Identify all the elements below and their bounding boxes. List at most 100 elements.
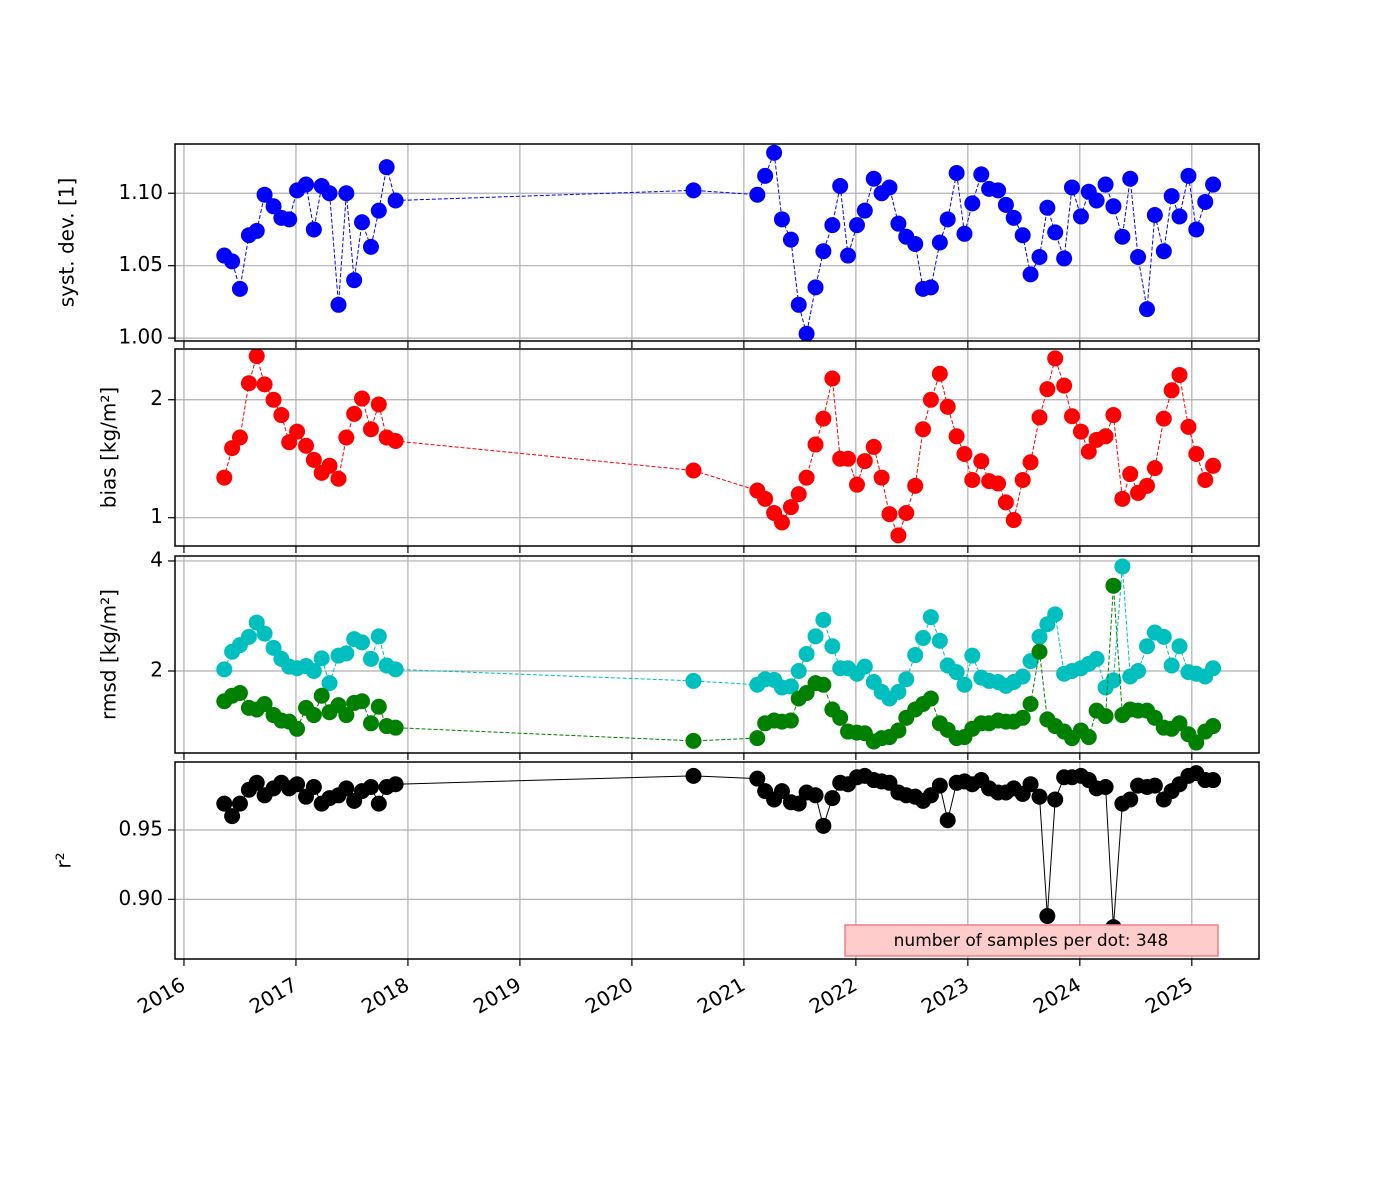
data-point	[890, 683, 907, 700]
data-point	[256, 625, 273, 642]
data-point	[289, 720, 306, 737]
data-point	[1039, 907, 1056, 924]
x-tick-label: 2022	[805, 972, 861, 1018]
data-point	[922, 391, 939, 408]
y-tick-label: 0.95	[118, 816, 163, 840]
data-point	[231, 795, 248, 812]
data-point	[749, 770, 766, 787]
data-point	[824, 217, 841, 234]
data-point	[256, 186, 273, 203]
data-point	[362, 715, 379, 732]
series-line	[223, 772, 1214, 928]
data-point	[881, 179, 898, 196]
data-point	[1014, 471, 1031, 488]
data-point	[865, 170, 882, 187]
data-point	[346, 272, 363, 289]
data-point	[305, 221, 322, 238]
x-tick-label: 2023	[917, 972, 973, 1018]
data-point	[370, 698, 387, 715]
data-point	[1188, 734, 1205, 751]
data-point	[757, 490, 774, 507]
data-point	[338, 707, 355, 724]
data-point	[231, 685, 248, 702]
data-point	[1163, 657, 1180, 674]
data-point	[321, 457, 338, 474]
data-point	[1105, 198, 1122, 215]
data-point	[330, 470, 347, 487]
data-point	[305, 778, 322, 795]
data-point	[1097, 428, 1114, 445]
data-point	[1180, 418, 1197, 435]
data-point	[1130, 248, 1147, 265]
data-point	[216, 469, 233, 486]
data-point	[1022, 266, 1039, 283]
data-point	[224, 253, 241, 270]
data-point	[305, 707, 322, 724]
data-point	[240, 628, 257, 645]
data-point	[231, 280, 248, 297]
data-point	[815, 410, 832, 427]
axes-frame	[174, 143, 1260, 342]
data-point	[1022, 454, 1039, 471]
data-point	[782, 712, 799, 729]
data-point	[1031, 788, 1048, 805]
data-point	[289, 423, 306, 440]
data-point	[370, 795, 387, 812]
axes-frame	[174, 555, 1260, 754]
data-point	[856, 453, 873, 470]
data-point	[1031, 643, 1048, 660]
data-point	[898, 671, 915, 688]
data-point	[1022, 776, 1039, 793]
data-point	[907, 647, 924, 664]
data-point	[856, 658, 873, 675]
data-point	[832, 178, 849, 195]
data-point	[265, 391, 282, 408]
data-point	[1097, 708, 1114, 725]
data-point	[1146, 206, 1163, 223]
data-point	[931, 632, 948, 649]
data-point	[1047, 350, 1064, 367]
data-point	[815, 243, 832, 260]
data-point	[330, 296, 347, 313]
data-point	[807, 436, 824, 453]
data-point	[956, 676, 973, 693]
data-point	[1005, 512, 1022, 529]
data-point	[990, 475, 1007, 492]
data-point	[964, 647, 981, 664]
data-point	[798, 469, 815, 486]
data-point	[1080, 443, 1097, 460]
data-point	[1171, 715, 1188, 732]
y-axis-label: r²	[52, 852, 76, 868]
data-point	[782, 499, 799, 516]
data-point	[1039, 199, 1056, 216]
data-point	[948, 428, 965, 445]
y-tick-label: 1	[150, 504, 163, 528]
data-point	[1146, 777, 1163, 794]
data-point	[1205, 660, 1222, 677]
data-point	[1105, 407, 1122, 424]
data-point	[840, 247, 857, 264]
data-point	[370, 202, 387, 219]
data-point	[824, 370, 841, 387]
data-point	[1031, 628, 1048, 645]
y-axis-label: bias [kg/m²]	[97, 387, 121, 508]
data-point	[907, 477, 924, 494]
data-point	[1014, 668, 1031, 685]
y-tick-label: 1.00	[118, 325, 163, 349]
data-point	[313, 687, 330, 704]
data-point	[848, 217, 865, 234]
data-point	[782, 678, 799, 695]
y-tick-label: 0.90	[118, 886, 163, 910]
data-point	[807, 279, 824, 296]
data-point	[773, 514, 790, 531]
data-point	[1205, 176, 1222, 193]
data-point	[832, 709, 849, 726]
data-point	[1031, 248, 1048, 265]
data-point	[815, 611, 832, 628]
x-tick-label: 2020	[581, 972, 637, 1018]
data-point	[256, 376, 273, 393]
data-point	[865, 438, 882, 455]
data-point	[1205, 718, 1222, 735]
y-tick-label: 1.05	[118, 252, 163, 276]
